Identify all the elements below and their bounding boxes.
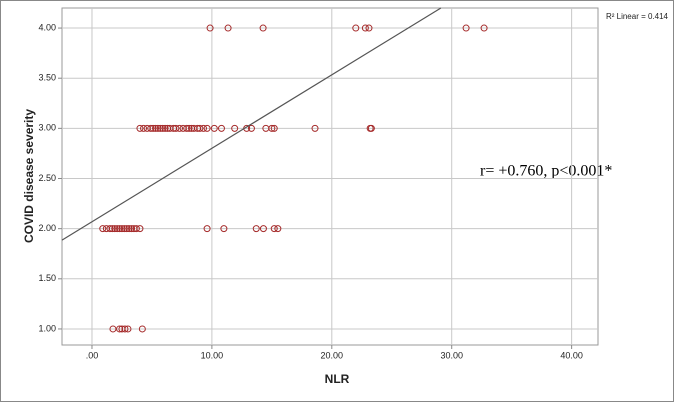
data-point <box>116 325 124 333</box>
y-tick-label: 2.50 <box>38 173 56 183</box>
x-tick-label: .00 <box>86 350 99 360</box>
data-point <box>149 124 157 132</box>
data-point <box>132 225 140 233</box>
data-point <box>311 124 319 132</box>
data-point <box>247 124 255 132</box>
data-point <box>120 225 128 233</box>
data-point <box>196 124 204 132</box>
data-point <box>361 24 369 32</box>
fit-label: R² Linear = 0.414 <box>606 12 669 21</box>
data-point <box>111 225 119 233</box>
x-tick-label: 40.00 <box>560 350 583 360</box>
data-point <box>109 325 117 333</box>
data-point <box>159 124 167 132</box>
data-point <box>480 24 488 32</box>
data-point <box>121 325 129 333</box>
data-point <box>217 124 225 132</box>
y-tick-label: 4.00 <box>38 22 56 32</box>
data-point <box>108 225 116 233</box>
data-point <box>352 24 360 32</box>
y-tick-label: 1.50 <box>38 273 56 283</box>
data-point <box>124 325 132 333</box>
y-tick-label: 2.00 <box>38 223 56 233</box>
data-point <box>220 225 228 233</box>
data-point <box>270 225 278 233</box>
data-point <box>252 225 260 233</box>
data-point <box>259 225 267 233</box>
data-point <box>274 225 282 233</box>
data-point <box>203 225 211 233</box>
data-point <box>152 124 160 132</box>
plot-area <box>61 7 599 346</box>
data-point <box>224 24 232 32</box>
y-tick-label: 1.00 <box>38 323 56 333</box>
data-point <box>185 124 193 132</box>
x-tick-label: 10.00 <box>201 350 224 360</box>
data-point <box>259 24 267 32</box>
data-point <box>156 124 164 132</box>
data-point <box>138 325 146 333</box>
data-point <box>123 225 131 233</box>
data-point <box>118 225 126 233</box>
data-point <box>125 225 133 233</box>
data-point <box>270 124 278 132</box>
data-point <box>199 124 207 132</box>
data-point <box>462 24 470 32</box>
data-point <box>140 124 148 132</box>
x-axis-label: NLR <box>325 372 350 386</box>
data-point <box>154 124 162 132</box>
fit-line <box>61 7 442 241</box>
data-point <box>367 124 375 132</box>
data-point <box>136 225 144 233</box>
data-point <box>172 124 180 132</box>
data-point <box>206 24 214 32</box>
data-point <box>176 124 184 132</box>
data-point <box>147 124 155 132</box>
y-tick-label: 3.00 <box>38 123 56 133</box>
annotation: r= +0.760, p<0.001* <box>480 163 612 180</box>
data-point <box>128 225 136 233</box>
x-tick-label: 20.00 <box>321 350 344 360</box>
data-point <box>116 225 124 233</box>
data-point <box>210 124 218 132</box>
data-point <box>113 225 121 233</box>
data-point <box>183 124 191 132</box>
data-point <box>203 124 211 132</box>
data-point <box>231 124 239 132</box>
x-tick-label: 30.00 <box>440 350 463 360</box>
y-tick-label: 3.50 <box>38 73 56 83</box>
data-point <box>99 225 107 233</box>
data-point <box>161 124 169 132</box>
data-point <box>136 124 144 132</box>
data-point <box>106 225 114 233</box>
y-axis-label: COVID disease severity <box>22 109 36 243</box>
data-point <box>365 24 373 32</box>
data-point <box>268 124 276 132</box>
